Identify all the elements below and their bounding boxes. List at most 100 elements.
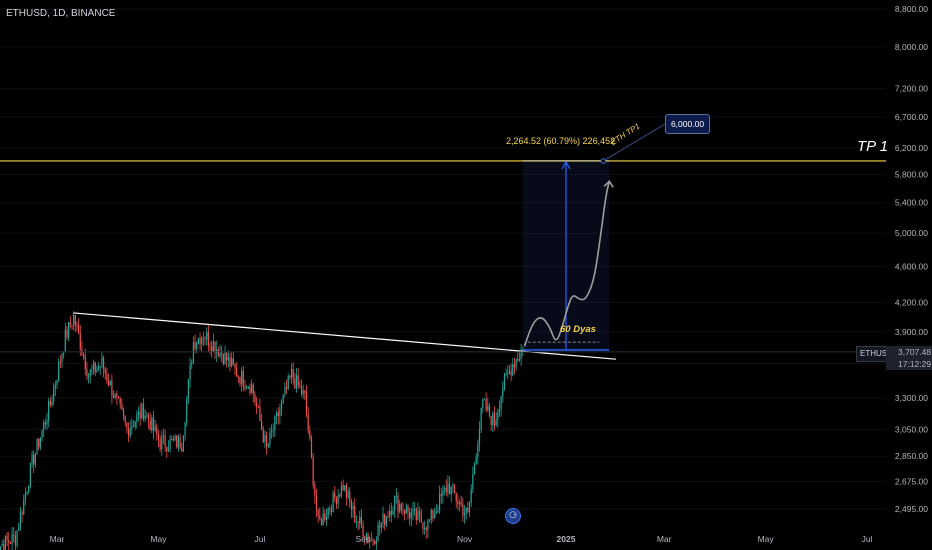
candle-body [517, 359, 519, 361]
candle-body [445, 487, 447, 493]
tp1-label: TP 1 [857, 138, 889, 155]
candle-body [262, 429, 264, 443]
candle-body [355, 521, 358, 523]
candle-body [482, 399, 484, 408]
candle-body [407, 506, 409, 513]
candle-body [345, 485, 348, 498]
projection-arrowhead [603, 180, 614, 188]
candle-body [487, 405, 489, 411]
candle-body [477, 444, 479, 457]
price-tick-label: 7,200.00 [895, 84, 928, 94]
candle-body [74, 315, 76, 326]
candle-body [16, 530, 18, 546]
candle-body [342, 484, 344, 490]
candle-body [472, 474, 474, 489]
candle-body [285, 387, 288, 389]
candle-body [59, 361, 61, 363]
candle-body [219, 351, 221, 357]
candle-body [217, 349, 219, 357]
candle-body [365, 534, 367, 538]
price-tick-label: 6,200.00 [895, 143, 928, 153]
candle-body [307, 413, 309, 431]
candle-body [89, 370, 91, 377]
candle-body [229, 357, 231, 367]
candle-body [224, 352, 226, 364]
candle-body [119, 398, 121, 404]
candle-body [424, 527, 426, 530]
candle-body [429, 519, 431, 521]
candle-body [280, 400, 283, 410]
candle-body [169, 438, 171, 449]
candle-body [270, 431, 273, 433]
candle-body [478, 428, 481, 445]
time-tick-label: 2025 [557, 534, 576, 544]
candle-body [448, 483, 451, 495]
candle-body [452, 484, 454, 487]
candle-body [194, 342, 196, 349]
time-tick-label: Jul [862, 534, 873, 544]
candle-body [302, 390, 304, 395]
candle-body [284, 387, 286, 395]
price-tick-label: 8,800.00 [895, 4, 928, 14]
candle-body [467, 507, 469, 512]
candle-body [154, 426, 156, 431]
candle-body [277, 412, 279, 417]
candle-body [71, 325, 73, 327]
candle-body [492, 413, 494, 425]
candle-body [107, 380, 110, 386]
candle-body [310, 438, 313, 458]
candle-body [457, 501, 459, 504]
price-axis: 2,495.00 2,675.00 2,850.00 3,050.00 3,300.00… [895, 4, 928, 514]
candle-body [483, 399, 486, 401]
candle-body [112, 396, 115, 398]
candle-body [88, 376, 90, 378]
event-icon[interactable]: ⚆ [505, 508, 521, 524]
candle-body [26, 491, 28, 494]
candle-body [275, 412, 278, 417]
candle-body [101, 357, 103, 367]
candle-body [222, 354, 224, 364]
price-tick-label: 2,495.00 [895, 504, 928, 514]
candle-body [335, 497, 338, 504]
time-tick-label: Mar [50, 534, 65, 544]
candle-body [349, 491, 351, 502]
candle-body [419, 511, 421, 515]
candle-body [435, 511, 437, 514]
candle-body [61, 354, 63, 362]
candle-body [76, 325, 78, 327]
candle-body [132, 426, 135, 428]
candle-body [440, 494, 442, 497]
candle-body [279, 409, 281, 417]
time-tick-label: Nov [457, 534, 473, 544]
candle-body [337, 494, 339, 504]
candle-body [389, 511, 391, 518]
candle-body [161, 437, 163, 450]
candle-body [334, 492, 336, 498]
candle-body [493, 413, 496, 426]
candle-body [460, 502, 462, 505]
candle-body [364, 536, 366, 538]
candle-body [53, 388, 55, 402]
candle-body [4, 535, 7, 550]
candle-body [111, 380, 113, 397]
candle-body [94, 362, 96, 373]
candle-body [221, 351, 223, 355]
target-price-badge[interactable]: 6,000.00 [665, 114, 710, 134]
price-tick-label: 4,600.00 [895, 261, 928, 271]
candle-body [49, 400, 51, 406]
candle-body [380, 522, 382, 528]
candle-body [325, 516, 328, 520]
candle-body [23, 499, 25, 515]
candle-body [385, 516, 387, 526]
price-tick-label: 5,000.00 [895, 228, 928, 238]
candle-body [144, 416, 146, 420]
candle-body [19, 512, 22, 528]
candle-body [149, 421, 151, 431]
candle-body [84, 356, 86, 370]
candle-body [44, 422, 46, 425]
candle-body [520, 351, 522, 360]
candle-body [251, 384, 253, 394]
candle-body [299, 385, 301, 387]
candle-body [197, 338, 199, 344]
